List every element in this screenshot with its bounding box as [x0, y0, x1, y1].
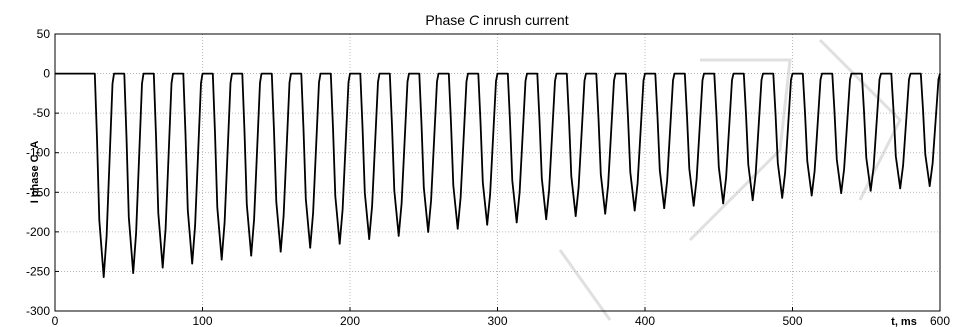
y-tick-label: -50	[33, 106, 51, 120]
y-tick-label: -200	[26, 225, 50, 239]
series-peak-point	[309, 246, 312, 249]
series-peak-point	[604, 212, 607, 215]
series-peak-point	[220, 258, 223, 261]
series-peak-point	[869, 189, 872, 192]
y-tick-label: -250	[26, 264, 50, 278]
series-peak-point	[102, 276, 105, 278]
chart-title-suffix: inrush current	[479, 12, 569, 28]
x-axis-end-tick: 600	[930, 314, 950, 327]
y-axis-label: I phase C, A	[29, 141, 41, 204]
series-peak-point	[545, 218, 548, 221]
series-peak-point	[722, 202, 725, 205]
series-peak-point	[751, 199, 754, 202]
series-peak-point	[368, 238, 371, 240]
series-peak-point	[486, 223, 489, 226]
x-tick-label: 500	[782, 314, 802, 327]
series-peak-point	[427, 230, 430, 233]
series-peak-point	[840, 192, 843, 194]
y-tick-label: 0	[43, 67, 50, 81]
x-axis-ticks: 0 100 200 300 400 500	[52, 307, 803, 327]
y-tick-label: -100	[26, 146, 50, 160]
series-peak-point	[456, 227, 459, 230]
x-tick-label: 0	[52, 314, 59, 327]
series-peak-point	[397, 234, 400, 237]
series-layer	[55, 72, 941, 278]
y-tick-label: -150	[26, 185, 50, 199]
x-tick-label: 300	[487, 314, 507, 327]
x-tick-label: 200	[340, 314, 360, 327]
x-tick-label: 400	[635, 314, 655, 327]
series-peak-point	[663, 207, 666, 210]
series-peak-point	[781, 196, 784, 199]
y-tick-label: 50	[37, 27, 51, 41]
series-peak-point	[250, 254, 253, 257]
x-axis-label: t, ms	[891, 316, 917, 327]
series-peak-point	[191, 262, 194, 265]
series-peak-point	[810, 194, 813, 197]
series-peak-point	[515, 221, 518, 224]
y-axis-ticks: 50 0 -50 -100 -150 -200 -250 -300	[26, 27, 59, 318]
series-peak-point	[899, 187, 902, 190]
series-peak-point	[928, 185, 931, 187]
x-tick-label: 100	[192, 314, 212, 327]
series-peak-point	[692, 204, 695, 207]
series-peak-point	[132, 272, 135, 274]
y-tick-label: -300	[26, 304, 50, 318]
series-peak-point	[633, 209, 636, 212]
series-peak-point	[161, 266, 164, 269]
chart-title-italic: C	[469, 12, 480, 28]
chart-title: Phase C inrush current	[425, 12, 568, 28]
series-peak-point	[279, 250, 282, 253]
series-peak-point	[574, 215, 577, 217]
chart-title-prefix: Phase	[425, 12, 469, 28]
series-peak-point	[338, 242, 341, 245]
